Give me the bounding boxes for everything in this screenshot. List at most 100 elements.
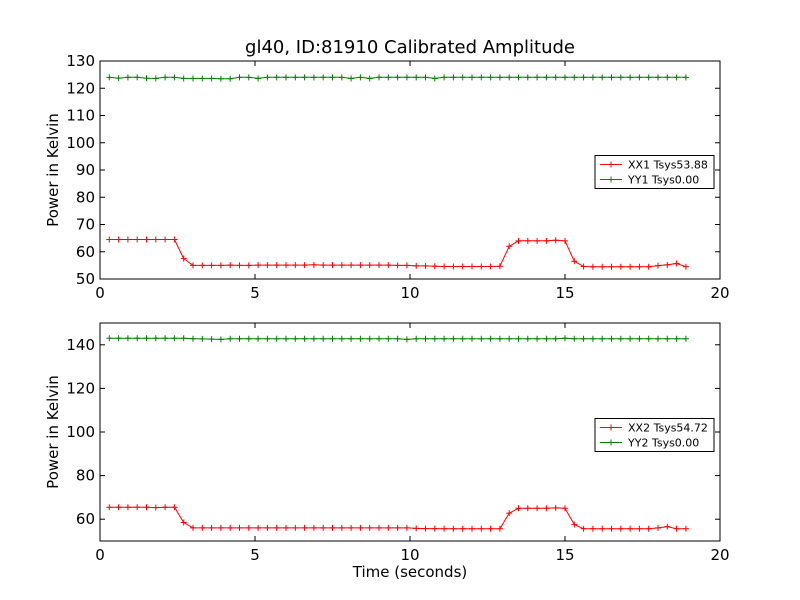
data-point: [571, 258, 578, 265]
data-point: [283, 262, 289, 269]
data-point: [190, 75, 196, 82]
data-point: [162, 74, 169, 81]
legend: XX2 Tsys54.72 YY2 Tsys0.00: [594, 418, 715, 452]
data-point: [366, 262, 373, 269]
data-point: [422, 74, 429, 81]
data-point: [552, 74, 559, 81]
data-point: [245, 335, 252, 342]
data-point: [534, 335, 541, 342]
data-point: [301, 335, 308, 342]
data-point: [441, 74, 448, 81]
data-point: [255, 524, 262, 531]
y-tick-label: 90: [76, 161, 95, 179]
data-point: [255, 262, 262, 269]
data-point: [469, 74, 475, 81]
data-point: [301, 524, 308, 531]
data-point: [292, 74, 299, 81]
data-point: [236, 335, 243, 342]
data-point: [152, 75, 159, 82]
legend-box: [594, 418, 715, 452]
data-point: [348, 262, 355, 269]
panel-2: 0 5 10 15 20 60 80 100 120 140 Power in Kelvin XX2 …: [44, 322, 730, 564]
data-point: [208, 75, 215, 82]
data-point: [273, 524, 280, 531]
x-tick-label: 0: [95, 546, 105, 564]
data-point: [608, 525, 615, 532]
data-point: [106, 236, 113, 243]
series-yy1: [106, 74, 689, 82]
data-point: [441, 263, 448, 270]
y-tick-label: 120: [66, 79, 95, 97]
data-point: [636, 74, 643, 81]
data-point: [255, 335, 262, 342]
data-point: [301, 74, 308, 81]
data-point: [394, 74, 401, 81]
y-tick-label: 110: [66, 107, 95, 125]
data-point: [589, 525, 596, 532]
data-point: [366, 75, 373, 82]
data-point: [124, 236, 131, 243]
data-point: [599, 74, 606, 81]
data-point: [366, 335, 373, 342]
data-point: [496, 74, 503, 81]
data-point: [162, 236, 169, 243]
data-point: [152, 335, 159, 342]
data-point: [310, 74, 317, 81]
data-point: [245, 262, 252, 269]
data-point: [273, 335, 280, 342]
data-point: [329, 262, 336, 269]
y-tick-label: 130: [66, 52, 95, 70]
x-tick-label: 20: [710, 546, 729, 564]
data-point: [283, 74, 289, 81]
data-point: [487, 335, 494, 342]
data-point: [134, 335, 141, 342]
data-point: [403, 336, 410, 343]
data-point: [134, 236, 141, 243]
data-point: [673, 525, 680, 532]
data-point: [543, 335, 550, 342]
data-point: [394, 262, 401, 269]
data-point: [562, 237, 568, 244]
data-point: [106, 335, 113, 342]
data-point: [171, 236, 178, 243]
data-point: [478, 335, 485, 342]
data-point: [580, 263, 587, 270]
data-point: [682, 335, 689, 342]
y-tick-label: 100: [66, 134, 95, 152]
y-tick-label: 120: [66, 379, 95, 397]
data-point: [376, 262, 382, 269]
data-point: [394, 335, 401, 342]
data-point: [348, 335, 355, 342]
data-point: [655, 335, 661, 342]
data-point: [190, 335, 196, 342]
y-tick-label: 80: [76, 467, 95, 485]
data-point: [506, 510, 513, 517]
data-point: [385, 335, 392, 342]
data-point: [664, 261, 671, 268]
data-point: [301, 262, 308, 269]
data-point: [636, 263, 643, 270]
data-point: [115, 335, 122, 342]
data-point: [645, 335, 652, 342]
data-point: [236, 524, 243, 531]
x-axis-label: Time (seconds): [352, 563, 468, 581]
data-point: [264, 335, 271, 342]
data-point: [571, 521, 578, 528]
data-point: [320, 74, 327, 81]
data-point: [673, 74, 680, 81]
data-point: [589, 335, 596, 342]
data-point: [543, 505, 550, 512]
data-point: [608, 263, 615, 270]
data-point: [478, 525, 485, 532]
data-point: [283, 524, 289, 531]
panel-1: 0 5 10 15 20 50 60 70 80 90 100 110 120 130 Power in K…: [44, 52, 730, 302]
data-point: [441, 335, 448, 342]
data-point: [152, 504, 159, 511]
data-point: [450, 263, 457, 270]
data-point: [655, 74, 661, 81]
data-point: [524, 335, 531, 342]
data-point: [459, 74, 466, 81]
data-point: [385, 524, 392, 531]
